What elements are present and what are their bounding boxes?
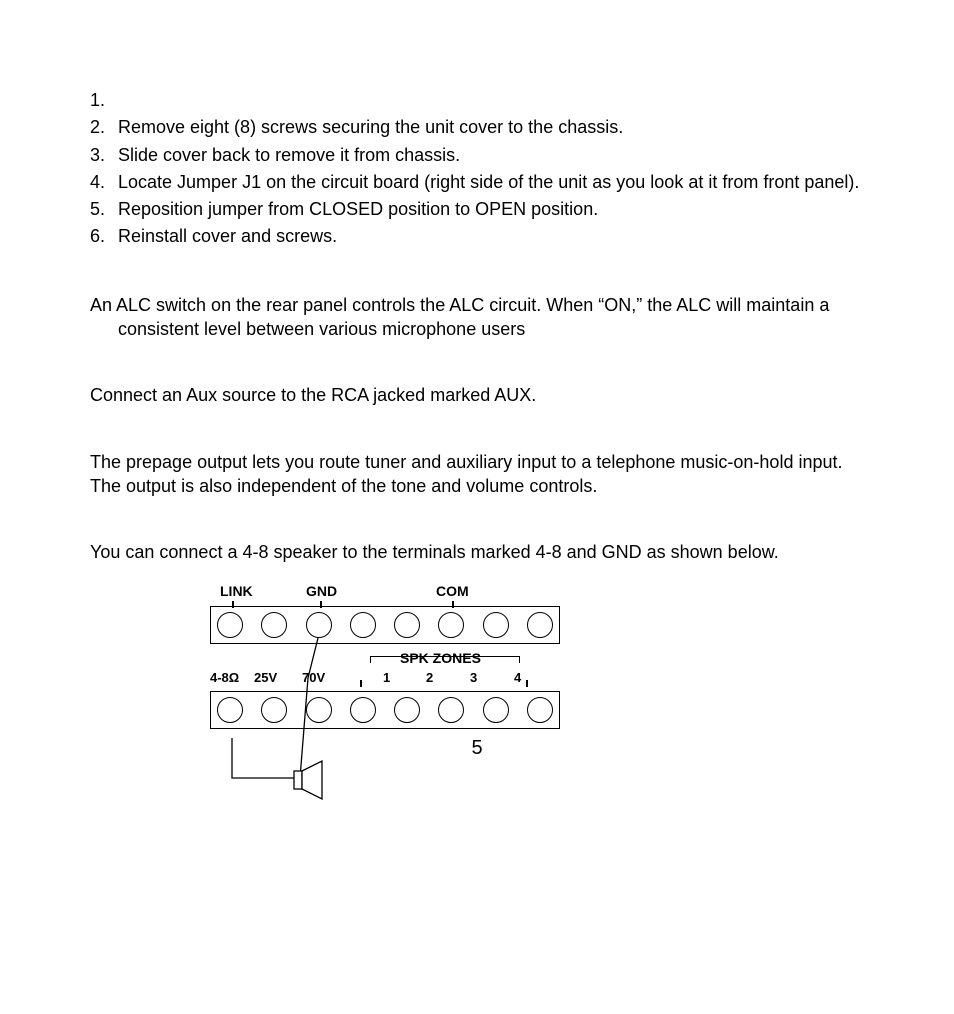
speaker-icon	[294, 761, 322, 799]
list-text: Locate Jumper J1 on the circuit board (r…	[118, 170, 864, 194]
list-item: 6.Reinstall cover and screws.	[90, 224, 864, 248]
label-z4: 4	[514, 670, 521, 685]
bracket	[370, 656, 520, 663]
terminal	[527, 612, 553, 638]
terminal	[217, 612, 243, 638]
label-link: LINK	[220, 583, 253, 599]
top-label-row: LINK GND COM	[210, 583, 560, 605]
tick	[232, 601, 234, 608]
terminal	[394, 697, 420, 723]
label-com: COM	[436, 583, 469, 599]
list-item: 2.Remove eight (8) screws securing the u…	[90, 115, 864, 139]
tick	[320, 601, 322, 608]
page-number: 5	[90, 737, 864, 760]
document-page: 1. 2.Remove eight (8) screws securing th…	[0, 0, 954, 760]
label-z3: 3	[470, 670, 477, 685]
list-num: 6.	[90, 224, 118, 248]
terminal	[483, 697, 509, 723]
mid-label-row: SPK ZONES 4-8Ω 25V 70V 1 2 3 4	[210, 650, 560, 690]
tick	[452, 601, 454, 608]
terminal	[217, 697, 243, 723]
list-text: Reposition jumper from CLOSED position t…	[118, 197, 864, 221]
terminal	[438, 697, 464, 723]
list-item: 1.	[90, 88, 864, 112]
list-text	[118, 88, 864, 112]
label-gnd: GND	[306, 583, 337, 599]
speaker-paragraph: You can connect a 4-8 speaker to the ter…	[90, 540, 864, 564]
prepage-paragraph: The prepage output lets you route tuner …	[90, 450, 864, 499]
terminal	[438, 612, 464, 638]
list-num: 3.	[90, 143, 118, 167]
list-num: 4.	[90, 170, 118, 194]
aux-paragraph: Connect an Aux source to the RCA jacked …	[90, 383, 864, 407]
label-z2: 2	[426, 670, 433, 685]
tick	[360, 680, 362, 687]
instruction-list: 1. 2.Remove eight (8) screws securing th…	[90, 88, 864, 249]
list-item: 3.Slide cover back to remove it from cha…	[90, 143, 864, 167]
terminal-diagram: LINK GND COM SPK ZONES 4-8Ω 25V 70V 1	[210, 583, 560, 729]
terminal	[350, 612, 376, 638]
list-item: 5.Reposition jumper from CLOSED position…	[90, 197, 864, 221]
alc-paragraph: An ALC switch on the rear panel controls…	[90, 293, 864, 342]
list-num: 5.	[90, 197, 118, 221]
terminal	[261, 697, 287, 723]
terminal	[394, 612, 420, 638]
label-70v: 70V	[302, 670, 325, 685]
para-text: An ALC switch on the rear panel controls…	[90, 295, 829, 339]
list-text: Reinstall cover and screws.	[118, 224, 864, 248]
list-text: Remove eight (8) screws securing the uni…	[118, 115, 864, 139]
label-25v: 25V	[254, 670, 277, 685]
list-num: 2.	[90, 115, 118, 139]
terminal	[483, 612, 509, 638]
list-text: Slide cover back to remove it from chass…	[118, 143, 864, 167]
tick	[526, 680, 528, 687]
label-z1: 1	[383, 670, 390, 685]
terminal	[350, 697, 376, 723]
top-terminal-row	[210, 606, 560, 644]
list-item: 4.Locate Jumper J1 on the circuit board …	[90, 170, 864, 194]
label-ohm: 4-8Ω	[210, 670, 239, 685]
terminal	[527, 697, 553, 723]
bottom-terminal-row	[210, 691, 560, 729]
terminal	[306, 612, 332, 638]
terminal	[261, 612, 287, 638]
terminal	[306, 697, 332, 723]
list-num: 1.	[90, 88, 118, 112]
